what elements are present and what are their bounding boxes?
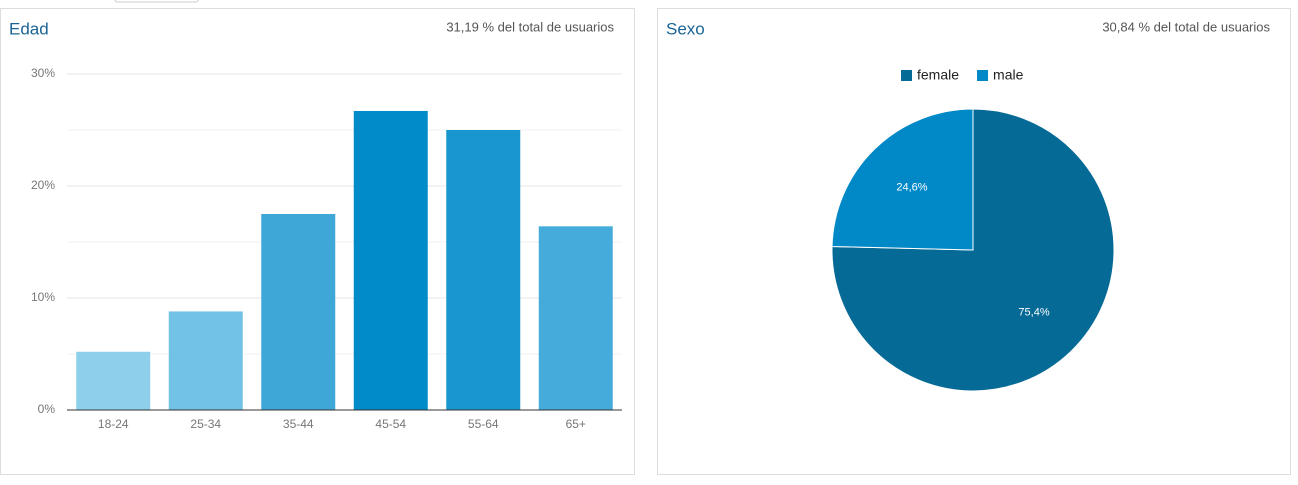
chart-subtitle: 30,84 % del total de usuarios [1102, 19, 1270, 34]
x-tick-label: 65+ [566, 417, 586, 431]
bar [168, 311, 243, 410]
chart-title: Sexo [666, 19, 705, 38]
slice-label: 24,6% [896, 181, 927, 193]
chart-subtitle: 31,19 % del total de usuarios [446, 19, 614, 34]
legend-swatch [977, 70, 989, 81]
bar [446, 130, 521, 410]
button-edge [114, 0, 199, 3]
slice-label: 75,4% [1018, 306, 1049, 318]
legend-label: male [993, 67, 1024, 83]
bar [261, 214, 336, 410]
y-tick-label: 30% [31, 66, 55, 80]
y-tick-label: 10% [31, 290, 55, 304]
y-tick-label: 0% [38, 402, 56, 416]
bar [353, 110, 428, 411]
legend-swatch [901, 70, 912, 81]
x-tick-label: 55-64 [468, 417, 499, 431]
chart-title: Edad [9, 19, 49, 38]
x-tick-label: 35-44 [283, 417, 314, 431]
pie-slice [831, 108, 974, 251]
x-tick-label: 25-34 [190, 417, 221, 431]
y-tick-label: 20% [31, 178, 55, 192]
pie-slice [831, 108, 1115, 392]
bar [538, 226, 613, 410]
x-tick-label: 45-54 [375, 417, 406, 431]
legend-label: female [917, 67, 959, 83]
bar [76, 351, 151, 410]
x-tick-label: 18-24 [98, 417, 129, 431]
